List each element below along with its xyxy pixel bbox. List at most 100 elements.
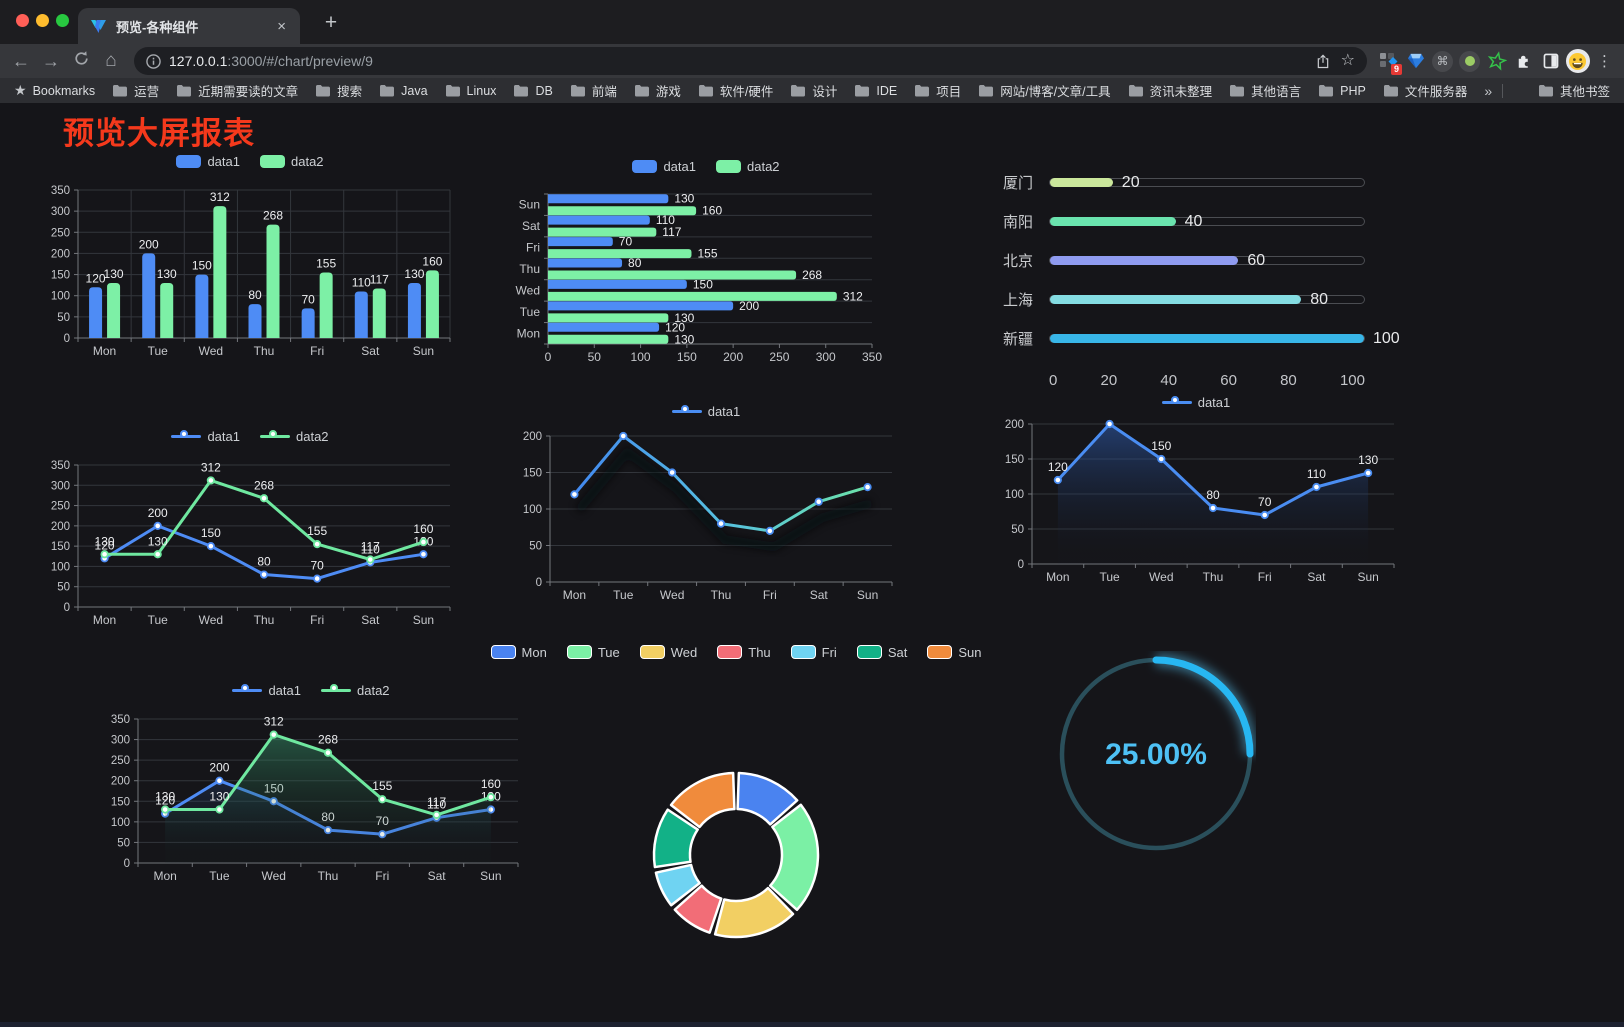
bar bbox=[548, 249, 692, 259]
point bbox=[1053, 475, 1062, 485]
url-bar[interactable]: 127.0.0.1:3000/#/chart/preview/9 ☆ bbox=[134, 47, 1367, 75]
extensions-puzzle-icon[interactable] bbox=[1510, 46, 1537, 76]
legend-swatch bbox=[566, 645, 592, 659]
legend-item-data1[interactable]: data1 bbox=[632, 159, 696, 174]
legend-item-data2[interactable]: data2 bbox=[260, 154, 324, 169]
tab-close-icon[interactable]: × bbox=[277, 17, 286, 35]
forward-icon[interactable]: → bbox=[42, 50, 60, 71]
bookmark-item[interactable]: 网站/博客/文章/工具 bbox=[978, 81, 1111, 100]
bookmark-item[interactable]: DB bbox=[513, 84, 553, 98]
progress-row-厦门: 厦门 20 bbox=[1003, 163, 1365, 202]
bookmark-item[interactable]: 项目 bbox=[914, 81, 961, 100]
legend-item-Sat[interactable]: Sat bbox=[856, 645, 907, 660]
legend-swatch bbox=[717, 645, 743, 659]
legend-item-Sun[interactable]: Sun bbox=[927, 645, 981, 660]
extension-command-icon[interactable]: ⌘ bbox=[1429, 46, 1456, 76]
svg-text:117: 117 bbox=[370, 273, 389, 287]
bookmark-item[interactable]: 搜索 bbox=[315, 81, 362, 100]
other-bookmarks[interactable]: 其他书签 bbox=[1538, 81, 1610, 100]
legend-item-Wed[interactable]: Wed bbox=[639, 645, 697, 660]
share-icon[interactable] bbox=[1315, 53, 1331, 70]
legend-item-data2[interactable]: data2 bbox=[260, 429, 329, 444]
bookmark-item[interactable]: 文件服务器 bbox=[1383, 81, 1467, 100]
progress-label: 新疆 bbox=[1003, 331, 1034, 348]
bar bbox=[354, 291, 368, 338]
svg-text:110: 110 bbox=[656, 213, 675, 227]
progress-label: 北京 bbox=[1003, 253, 1034, 270]
bar bbox=[548, 206, 697, 216]
svg-text:110: 110 bbox=[1307, 467, 1326, 481]
url-text[interactable]: 127.0.0.1:3000/#/chart/preview/9 bbox=[169, 53, 373, 69]
point bbox=[161, 805, 170, 814]
profile-avatar[interactable] bbox=[1564, 46, 1591, 76]
svg-text:0: 0 bbox=[64, 333, 70, 345]
folder-icon bbox=[316, 85, 331, 97]
window-maximize-button[interactable] bbox=[56, 14, 69, 27]
back-icon[interactable]: ← bbox=[12, 50, 30, 71]
page-info-icon[interactable] bbox=[146, 53, 161, 69]
svg-text:250: 250 bbox=[769, 350, 789, 364]
legend-item-data1[interactable]: data1 bbox=[171, 429, 240, 444]
emoji-face-icon bbox=[1568, 52, 1587, 70]
legend-item-data1[interactable]: data1 bbox=[232, 683, 301, 698]
point bbox=[259, 494, 269, 503]
bar bbox=[548, 301, 734, 311]
svg-text:150: 150 bbox=[51, 270, 70, 282]
reload-icon[interactable] bbox=[66, 50, 96, 72]
bookmark-item[interactable]: Java bbox=[379, 84, 428, 98]
folder-icon bbox=[979, 85, 994, 97]
legend-item-data1[interactable]: data1 bbox=[176, 154, 240, 169]
bookmarks-overflow-icon[interactable]: » bbox=[1484, 82, 1493, 99]
extension-record-icon[interactable] bbox=[1456, 46, 1483, 76]
legend-item-data2[interactable]: data2 bbox=[321, 683, 390, 698]
bookmark-item[interactable]: 前端 bbox=[570, 81, 617, 100]
bookmark-item[interactable]: PHP bbox=[1318, 84, 1366, 98]
folder-icon bbox=[1538, 85, 1553, 97]
bookmark-item[interactable]: 游戏 bbox=[634, 81, 681, 100]
extension-green-star-icon[interactable] bbox=[1483, 46, 1510, 76]
extension-darkreader-icon[interactable] bbox=[1537, 46, 1564, 76]
pie-segment-Fri bbox=[654, 863, 701, 907]
svg-text:Mon: Mon bbox=[1046, 570, 1069, 584]
extension-gem-icon[interactable] bbox=[1402, 46, 1429, 76]
bookmark-item[interactable]: 软件/硬件 bbox=[698, 81, 773, 100]
legend-item-Thu[interactable]: Thu bbox=[717, 645, 771, 660]
bookmark-item[interactable]: 设计 bbox=[790, 81, 837, 100]
window-minimize-button[interactable] bbox=[36, 14, 49, 27]
bookmark-item[interactable]: 近期需要读的文章 bbox=[176, 81, 298, 100]
window-close-button[interactable] bbox=[16, 14, 29, 27]
svg-text:120: 120 bbox=[86, 271, 106, 285]
svg-text:160: 160 bbox=[481, 777, 501, 791]
bookmark-star-icon[interactable]: ☆ bbox=[1340, 52, 1355, 69]
svg-text:50: 50 bbox=[117, 837, 130, 849]
svg-text:100: 100 bbox=[51, 561, 70, 573]
legend-item-data2[interactable]: data2 bbox=[716, 159, 780, 174]
browser-tab[interactable]: 预览-各种组件 × bbox=[78, 8, 300, 44]
extension-tampermonkey-icon[interactable]: 9 bbox=[1375, 46, 1402, 76]
bar bbox=[548, 313, 669, 323]
legend-label: data1 bbox=[707, 403, 741, 419]
progress-track: 40 bbox=[1049, 213, 1365, 230]
legend-item-data1[interactable]: data1 bbox=[671, 403, 741, 419]
bookmark-item[interactable]: 运营 bbox=[112, 81, 159, 100]
svg-text:Wed: Wed bbox=[199, 344, 223, 358]
bookmark-item[interactable]: IDE bbox=[854, 84, 897, 98]
browser-menu-icon[interactable]: ⋮ bbox=[1597, 53, 1612, 70]
legend-item-data1[interactable]: data1 bbox=[1161, 394, 1231, 410]
home-icon[interactable]: ⌂ bbox=[105, 50, 117, 71]
svg-text:312: 312 bbox=[843, 289, 863, 303]
bookmark-item[interactable]: Linux bbox=[445, 84, 496, 98]
legend-item-Tue[interactable]: Tue bbox=[566, 645, 620, 660]
svg-text:100: 100 bbox=[523, 504, 542, 516]
bookmark-item[interactable]: 其他语言 bbox=[1229, 81, 1301, 100]
new-tab-button[interactable]: + bbox=[324, 11, 338, 34]
series-data1 bbox=[570, 431, 873, 552]
bookmarks-manager[interactable]: ★ Bookmarks bbox=[14, 82, 96, 98]
legend-item-Fri[interactable]: Fri bbox=[790, 645, 837, 660]
legend-label: data1 bbox=[1197, 394, 1231, 410]
bottom-strip bbox=[0, 1022, 1624, 1027]
progress-row-上海: 上海 80 bbox=[1003, 280, 1365, 319]
legend-item-Mon[interactable]: Mon bbox=[490, 645, 547, 660]
bookmark-item[interactable]: 资讯未整理 bbox=[1128, 81, 1212, 100]
svg-text:120: 120 bbox=[155, 794, 175, 808]
